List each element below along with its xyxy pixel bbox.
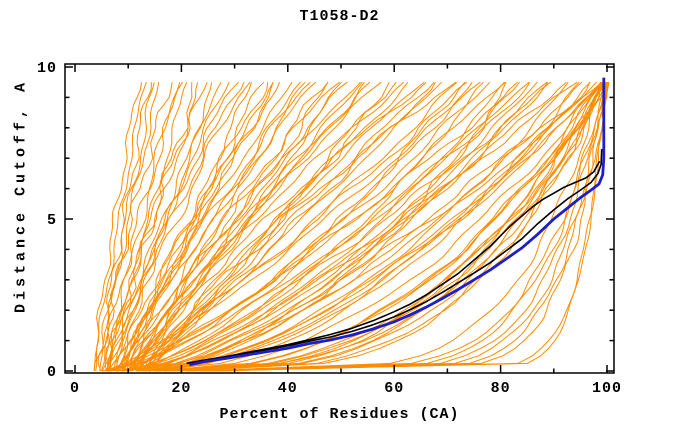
- ensemble-model-curve: [126, 81, 530, 372]
- ensemble-model-curve: [156, 81, 609, 372]
- ensemble-model-curve: [128, 81, 552, 372]
- ensemble-model-curve: [136, 81, 549, 372]
- ensemble-model-curve: [105, 82, 199, 372]
- ensemble-model-curve: [214, 82, 608, 372]
- ensemble-model-curve: [108, 81, 251, 372]
- ensemble-model-curve: [107, 82, 193, 372]
- ensemble-model-curve: [141, 81, 569, 372]
- ensemble-model-curve: [155, 81, 591, 372]
- x-axis-label: Percent of Residues (CA): [219, 406, 460, 423]
- ensemble-model-curve: [100, 82, 160, 372]
- chart-title: T1058-D2: [299, 8, 380, 25]
- ensemble-model-curve: [138, 81, 371, 372]
- ensemble-model-curve: [97, 82, 173, 372]
- ensemble-model-curve: [112, 81, 265, 372]
- ensemble-model-curve: [148, 81, 580, 372]
- ensemble-model-curve: [130, 81, 329, 372]
- ensemble-model-curve: [132, 81, 341, 372]
- ensemble-model-curve: [123, 81, 293, 372]
- ensemble-model-curve: [116, 81, 484, 372]
- ensemble-model-curve: [165, 81, 608, 372]
- ensemble-model-curve: [117, 81, 274, 372]
- ensemble-model-curve: [126, 81, 518, 372]
- x-tick-label: 60: [384, 380, 404, 397]
- ensemble-model-curve: [163, 81, 605, 372]
- ensemble-model-curve: [143, 81, 425, 372]
- ensemble-model-curve: [115, 81, 239, 372]
- x-tick-label: 100: [592, 380, 622, 397]
- ensemble-model-curve: [122, 82, 280, 372]
- ensemble-model-curve: [106, 82, 188, 372]
- ensemble-model-curve: [104, 81, 183, 372]
- ensemble-model-curve: [128, 81, 361, 372]
- ensemble-model-curve: [93, 82, 147, 372]
- ensemble-model-curve: [148, 82, 590, 372]
- ensemble-model-curve: [107, 82, 213, 372]
- ensemble-model-curve: [116, 81, 245, 372]
- ensemble-model-curve: [213, 82, 610, 372]
- ensemble-model-curve: [205, 82, 607, 372]
- ensemble-model-curve: [101, 81, 466, 372]
- ensemble-model-curve: [200, 82, 604, 372]
- ensemble-model-curve: [159, 81, 604, 372]
- ensemble-model-curve: [109, 82, 208, 372]
- ensemble-model-curve: [218, 82, 604, 372]
- ensemble-model-curve: [187, 81, 609, 372]
- x-tick-label: 0: [70, 380, 80, 397]
- ensemble-model-curve: [186, 81, 607, 372]
- ensemble-model-curve: [145, 81, 457, 372]
- ensemble-model-curve: [131, 81, 363, 372]
- y-tick-label: 10: [37, 60, 57, 77]
- ensemble-model-curve: [116, 81, 505, 372]
- ensemble-model-curve: [141, 81, 548, 372]
- ensemble-model-curve: [104, 81, 458, 372]
- model-blue-best-curve: [189, 77, 606, 367]
- x-tick-label: 40: [278, 380, 298, 397]
- ensemble-model-curve: [122, 81, 507, 372]
- ensemble-model-curve: [120, 81, 506, 372]
- ensemble-model-curve: [146, 81, 442, 372]
- model-black-2-curve: [186, 160, 601, 365]
- ensemble-model-curve: [127, 81, 343, 372]
- ensemble-model-curve: [101, 82, 181, 372]
- ensemble-model-curve: [95, 82, 142, 372]
- model-black-1-curve: [186, 149, 603, 365]
- y-tick-label: 5: [47, 212, 57, 229]
- ensemble-model-curve: [147, 81, 597, 372]
- x-tick-label: 80: [491, 380, 511, 397]
- ensemble-model-curve: [124, 81, 306, 372]
- ensemble-model-curve: [115, 81, 481, 372]
- ensemble-model-curve: [108, 81, 468, 372]
- ensemble-model-curve: [158, 81, 603, 372]
- ensemble-model-curve: [130, 81, 365, 372]
- x-tick-label: 20: [171, 380, 191, 397]
- ensemble-model-curve: [121, 82, 274, 372]
- ensemble-model-curve: [139, 81, 405, 372]
- ensemble-model-curve: [110, 81, 491, 372]
- y-tick-label: 0: [47, 364, 57, 381]
- ensemble-model-curve: [145, 81, 578, 372]
